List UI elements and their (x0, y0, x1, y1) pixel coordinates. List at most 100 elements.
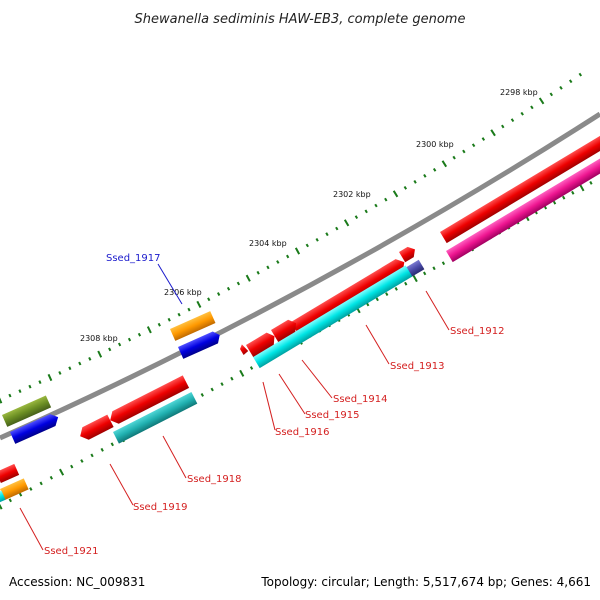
tick-dash (276, 260, 280, 264)
gene-label-ssed-1913[interactable]: Ssed_1913 (390, 361, 445, 372)
gene-box-ssed-1918[interactable] (107, 375, 190, 426)
tick-dash (392, 190, 399, 198)
gene-labels: Ssed_1912 Ssed_1913 Ssed_1914 Ssed_1915 … (44, 253, 505, 557)
accession-text: Accession: NC_009831 (9, 575, 145, 589)
genome-backbone (0, 111, 600, 441)
tick-label-2300: 2300 kbp (416, 140, 454, 149)
gene-label-ssed-1915[interactable]: Ssed_1915 (305, 410, 360, 421)
tick-dash (210, 387, 214, 392)
tick-dash (239, 369, 245, 377)
tick-dash (39, 481, 43, 486)
tick-dash (462, 149, 466, 154)
tick-dash (481, 137, 486, 141)
tick-dash (490, 129, 496, 137)
topology-text: Topology: circular; Length: 5,517,674 bp… (260, 575, 591, 589)
tick-dash (220, 382, 224, 386)
tick-dash (157, 322, 161, 327)
tick-dash (38, 380, 42, 384)
tick-dash (58, 371, 62, 375)
tick-dash (286, 254, 290, 259)
tick-dash (249, 366, 254, 370)
tick-dash (137, 332, 142, 337)
gene-label-ssed-1921[interactable]: Ssed_1921 (44, 546, 99, 557)
gene-label-ssed-1918[interactable]: Ssed_1918 (187, 474, 242, 485)
gene-label-ssed-1916[interactable]: Ssed_1916 (275, 427, 330, 438)
tick-dash (441, 160, 448, 168)
tick-dash (245, 274, 251, 282)
tick-dash (354, 215, 359, 219)
gene-box-left-blue[interactable] (10, 412, 61, 444)
tick-dash (510, 118, 515, 123)
tick-dash (8, 393, 12, 398)
gene-box-ssed-1912[interactable] (399, 244, 418, 263)
tick-dash (200, 393, 204, 397)
gene-box-ssed-1917[interactable] (170, 311, 216, 341)
tick-dash (100, 447, 104, 452)
tick-dash (80, 459, 84, 463)
tick-dash (452, 155, 456, 160)
tick-dash (423, 173, 427, 178)
tick-dash (538, 97, 545, 105)
tick-dash (29, 487, 33, 491)
tick-dash (108, 347, 112, 352)
gene-label-ssed-1912[interactable]: Ssed_1912 (450, 326, 505, 337)
gene-box-ssed-1913[interactable] (291, 256, 408, 335)
gene-box-teal-1918[interactable] (113, 392, 198, 444)
tick-dash (374, 203, 378, 208)
tick-dash (441, 261, 446, 266)
tick-label-2306: 2306 kbp (164, 288, 202, 297)
tick-dash (501, 124, 505, 129)
tick-dash (432, 167, 437, 172)
tick-dash (167, 317, 171, 322)
tick-dash (315, 238, 319, 242)
tick-dash (0, 397, 3, 404)
gene-box-left-olive[interactable] (2, 395, 52, 427)
tick-dash (375, 297, 379, 302)
tick-dash (578, 72, 583, 77)
tick-dash (110, 442, 114, 447)
tick-dash (187, 307, 191, 312)
tick-dash (432, 266, 436, 271)
tick-dash (385, 292, 389, 296)
gene-box-right-red[interactable] (440, 134, 600, 244)
tick-dash (177, 312, 181, 317)
gene-box-right-pink[interactable] (446, 153, 600, 263)
tick-dash (0, 503, 3, 510)
gene-box-cyan-edge[interactable] (0, 490, 6, 503)
tick-label-2302: 2302 kbp (333, 190, 371, 199)
tick-dash (343, 219, 350, 227)
gene-box-ssed-1921[interactable] (0, 478, 29, 500)
tick-dash (562, 195, 566, 200)
tick-dash (18, 492, 23, 497)
tick-dash (549, 92, 554, 97)
gene-features (0, 134, 600, 503)
tick-dash (230, 376, 234, 381)
tick-dash (217, 292, 221, 296)
tick-dash (68, 366, 72, 371)
gene-box-blue-1917[interactable] (178, 330, 223, 359)
tick-dash (196, 300, 202, 308)
tick-labels: 2298 kbp 2300 kbp 2302 kbp 2304 kbp 2306… (80, 88, 538, 343)
tick-marks (0, 72, 583, 404)
tick-dash (568, 79, 573, 84)
gene-label-ssed-1917[interactable]: Ssed_1917 (106, 253, 161, 264)
gene-box-ssed-1915[interactable] (246, 330, 278, 358)
gene-box-ssed-1919[interactable] (77, 414, 114, 443)
gene-box-ssed-1920-red[interactable] (0, 463, 20, 483)
tick-dash (589, 181, 593, 185)
tick-dash (18, 389, 22, 394)
tick-dash (404, 281, 408, 286)
tick-dash (207, 297, 211, 302)
tick-dash (325, 232, 329, 237)
tick-dash (384, 197, 388, 202)
gene-label-ssed-1919[interactable]: Ssed_1919 (133, 502, 188, 513)
gene-box-ssed-1914[interactable] (271, 317, 300, 343)
tick-dash (266, 265, 270, 270)
gene-box-ssed-1916[interactable] (238, 343, 249, 356)
gene-box-cyan-long[interactable] (253, 265, 413, 369)
callout-lines (19, 263, 450, 551)
tick-dash (97, 350, 103, 358)
tick-dash (423, 271, 427, 276)
gene-label-ssed-1914[interactable]: Ssed_1914 (333, 394, 388, 405)
